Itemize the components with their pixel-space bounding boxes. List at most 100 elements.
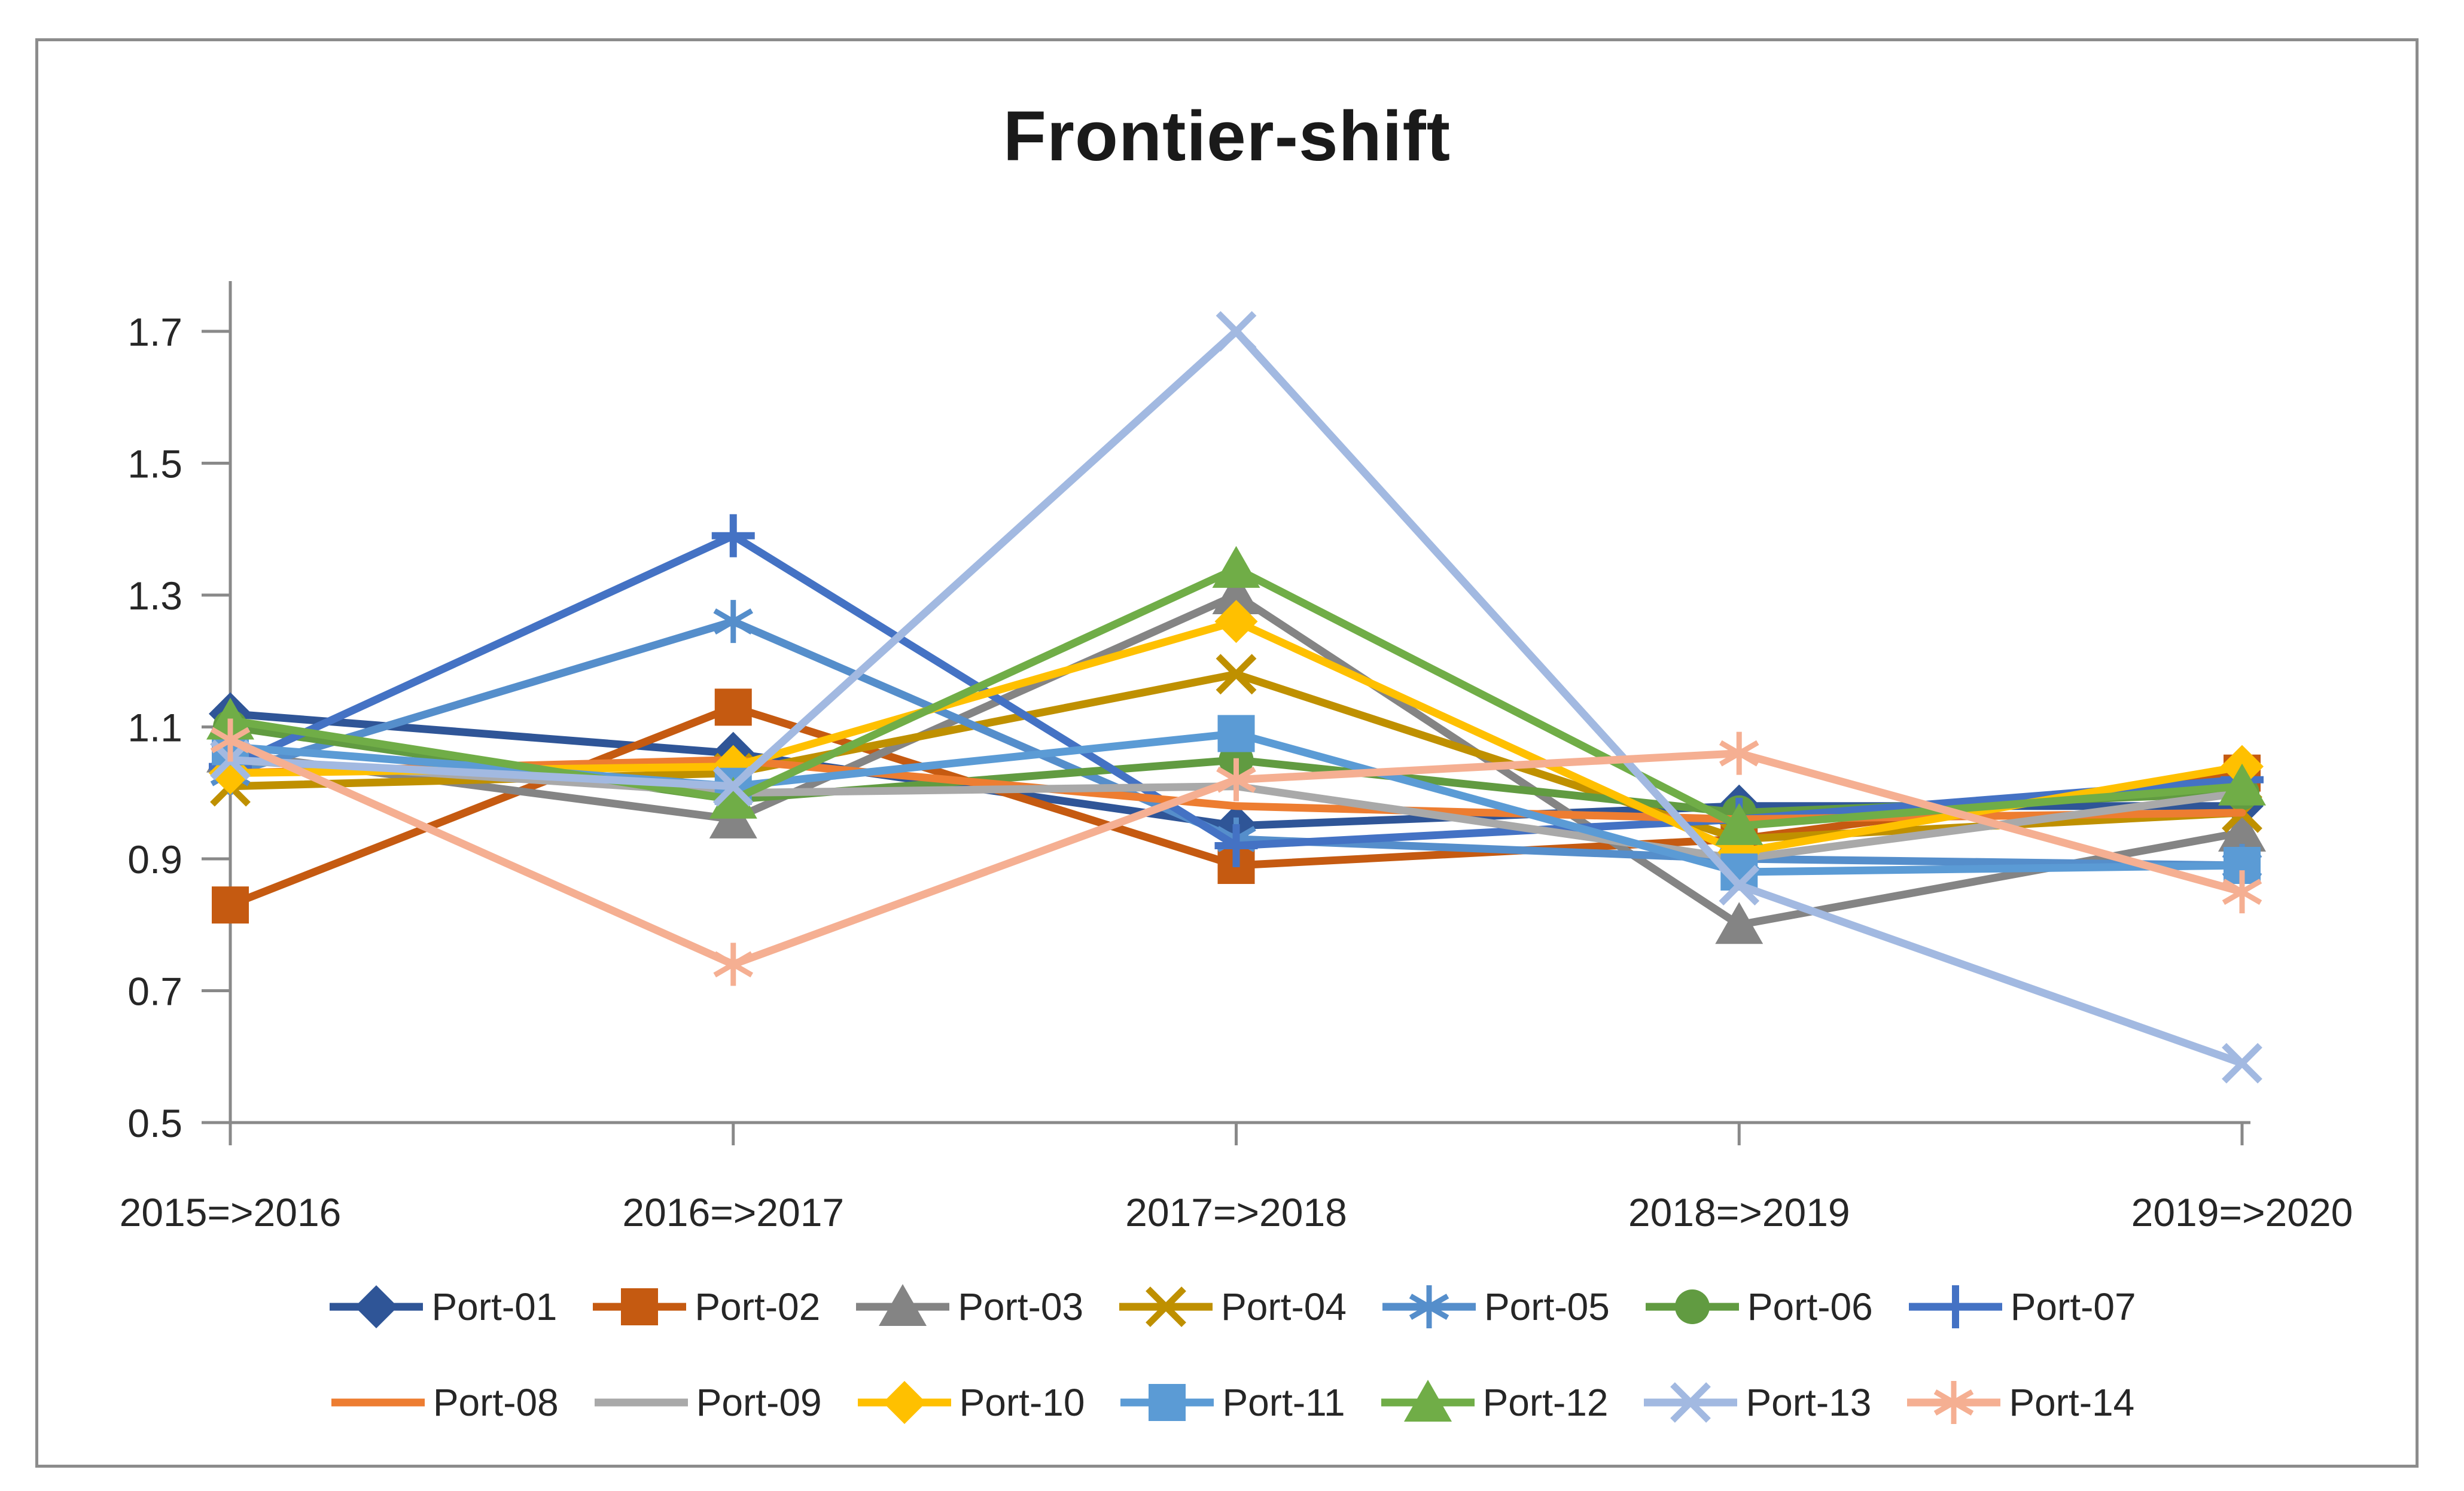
series-line [226,756,2246,824]
legend-item-port-03: Port-03 [855,1283,1083,1331]
marker-triangle [709,776,757,819]
y-tick-label: 1.1 [127,706,182,750]
chart-legend-row-1: Port-01 Port-02 Port-03 Port-04 Port-05 Port-… [72,1274,2393,1340]
marker-circle [1674,1289,1710,1324]
legend-key-diamond-icon [857,1381,951,1424]
marker-plus [711,514,755,557]
marker-square [1149,1384,1186,1421]
marker-plus [1214,824,1258,867]
marker-asterisk [1934,1381,1974,1424]
marker-asterisk [210,718,251,762]
series-port-14 [210,718,2262,986]
legend-label: Port-14 [2009,1381,2135,1424]
legend-label: Port-10 [959,1381,1085,1424]
y-axis-ticks: 0.5 0.7 0.9 1.1 1.3 1.5 1.7 [127,310,230,1145]
marker-triangle [1212,572,1260,614]
marker-asterisk [713,943,754,986]
legend-key-none-icon [594,1398,688,1407]
series-line [226,327,2246,1068]
series-port-13 [210,311,2262,1084]
legend-item-port-05: Port-05 [1381,1283,1610,1331]
y-tick-label: 1.5 [127,442,182,486]
legend-item-port-11: Port-11 [1119,1379,1345,1426]
marker-diamond [882,1381,926,1424]
legend-item-port-13: Port-13 [1643,1379,1871,1426]
series-port-08 [226,756,2246,824]
marker-x [1670,1382,1711,1423]
legend-item-port-09: Port-09 [593,1379,822,1426]
legend-key-square-icon [1120,1384,1214,1421]
legend-item-port-07: Port-07 [1908,1283,2136,1331]
y-tick-label: 0.5 [127,1101,182,1145]
legend-label: Port-07 [2010,1285,2136,1328]
marker-triangle [879,1284,927,1326]
legend-key-asterisk-icon [1907,1381,2001,1424]
series-port-12 [206,545,2266,845]
marker-asterisk [1409,1285,1449,1328]
y-tick-label: 0.9 [127,837,182,882]
x-tick-label: 2019=>2020 [2131,1190,2353,1234]
legend-item-port-01: Port-01 [328,1283,557,1331]
legend-label: Port-03 [958,1285,1084,1328]
marker-square [621,1288,659,1325]
marker-x [712,766,754,807]
legend-label: Port-11 [1222,1381,1345,1424]
x-tick-label: 2015=>2016 [120,1190,342,1234]
legend-item-port-06: Port-06 [1644,1283,1873,1331]
chart-title: Frontier-shift [1003,97,1451,176]
y-tick-label: 0.7 [127,969,182,1014]
legend-item-port-02: Port-02 [592,1283,820,1331]
marker-triangle [1403,1380,1452,1422]
marker-diamond [355,1285,398,1328]
x-tick-label: 2018=>2019 [1628,1190,1850,1234]
legend-label: Port-12 [1482,1381,1609,1424]
marker-triangle [206,697,254,740]
legend-key-x-icon [1644,1382,1738,1423]
marker-asterisk [1216,758,1256,801]
marker-square [212,886,249,924]
y-tick-label: 1.3 [127,574,182,618]
legend-label: Port-02 [695,1285,821,1328]
legend-label: Port-13 [1746,1381,1872,1424]
legend-item-port-14: Port-14 [1906,1379,2134,1426]
marker-asterisk [2222,870,2262,914]
marker-x [1719,865,1760,905]
marker-triangle [1715,902,1764,944]
marker-triangle [1212,545,1260,588]
legend-label: Port-04 [1221,1285,1347,1328]
legend-item-port-10: Port-10 [857,1379,1085,1426]
legend-key-plus-icon [1908,1285,2002,1328]
marker-x [1216,311,1257,352]
legend-key-none-icon [331,1398,425,1407]
legend-item-port-08: Port-08 [330,1379,559,1426]
x-tick-label: 2016=>2017 [622,1190,844,1234]
marker-diamond [1214,600,1258,644]
marker-x [1216,654,1257,695]
marker-asterisk [713,600,754,644]
legend-label: Port-05 [1484,1285,1610,1328]
legend-item-port-12: Port-12 [1380,1379,1609,1426]
marker-square [714,688,752,726]
legend-key-diamond-icon [330,1285,424,1328]
marker-plus [1933,1285,1977,1328]
marker-x [1146,1286,1186,1327]
marker-triangle [2218,763,2266,806]
legend-key-circle-icon [1645,1289,1739,1324]
legend-label: Port-01 [431,1285,558,1328]
y-tick-label: 1.7 [127,310,182,354]
marker-triangle [2218,809,2266,852]
chart-legend-row-2: Port-08 Port-09 Port-10 Port-11 Port-12 Port-… [72,1370,2393,1435]
x-axis-ticks: 2015=>2016 2016=>2017 2017=>2018 2018=>2019… [120,1123,2353,1234]
legend-key-triangle-icon [856,1284,950,1326]
marker-square [1217,715,1255,752]
x-tick-label: 2017=>2018 [1125,1190,1347,1234]
marker-triangle [1715,803,1764,845]
axes [229,281,2250,1124]
legend-key-x-icon [1119,1286,1213,1327]
legend-label: Port-09 [696,1381,822,1424]
marker-asterisk [1719,731,1759,775]
legend-key-triangle-icon [1381,1380,1475,1422]
legend-key-asterisk-icon [1382,1285,1476,1328]
legend-label: Port-06 [1747,1285,1873,1328]
